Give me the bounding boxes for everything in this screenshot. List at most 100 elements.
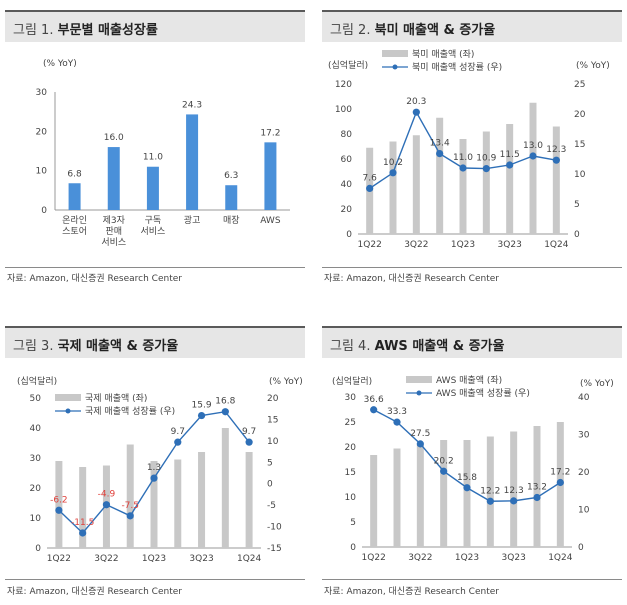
x-tick-label: 3Q23 <box>189 554 213 564</box>
right-tick-label: 30 <box>578 431 590 441</box>
right-tick-label: 20 <box>578 468 590 478</box>
chart-international: (십억달러) (% YoY) 국제 매출액 (좌)국제 매출액 성장률 (우) 0 10… <box>17 375 303 564</box>
left-tick-label: 30 <box>345 393 357 403</box>
bar <box>264 142 277 210</box>
line-data-label: 13.4 <box>430 139 450 149</box>
bar <box>245 452 253 548</box>
bar <box>389 141 397 234</box>
x-tick-label: 3Q23 <box>502 553 526 563</box>
bar <box>552 126 560 234</box>
legend-line-marker <box>392 64 398 70</box>
left-tick-label: 80 <box>341 130 353 140</box>
right-tick-label: 5 <box>574 200 580 210</box>
line-data-label: 15.8 <box>457 473 477 483</box>
line-point <box>174 438 182 446</box>
x-tick-label: 1Q22 <box>358 240 382 250</box>
line-data-label: 9.7 <box>171 427 185 437</box>
bar <box>412 135 420 234</box>
legend-bar-label: AWS 매출액 (좌) <box>436 374 502 386</box>
left-axis-unit: (십억달러) <box>332 375 372 387</box>
x-tick-label: 1Q24 <box>237 554 262 564</box>
right-tick-label: -5 <box>267 501 276 511</box>
bar <box>533 426 541 547</box>
line-point <box>506 161 514 169</box>
left-tick-label: 50 <box>30 394 42 404</box>
right-tick-label: 20 <box>574 110 586 120</box>
x-tick-label: 3Q23 <box>498 240 522 250</box>
x-tick-label: 제3자 <box>103 215 126 226</box>
x-tick-label: 1Q22 <box>47 554 71 564</box>
left-tick-label: 40 <box>341 180 353 190</box>
legend-line-label: 국제 매출액 성장률 (우) <box>85 405 175 417</box>
left-tick-label: 20 <box>345 443 357 453</box>
legend-bar-swatch <box>406 376 432 383</box>
right-tick-label: -10 <box>267 523 282 533</box>
bar <box>198 452 206 548</box>
line-point <box>552 156 560 164</box>
x-tick-label: 1Q24 <box>548 553 573 563</box>
legend-bar-swatch <box>382 50 408 57</box>
line-point <box>389 169 397 177</box>
legend-line-marker <box>65 408 71 414</box>
source-note: 자료: Amazon, 대신증권 Research Center <box>7 587 182 597</box>
line-point <box>436 150 444 158</box>
line-data-label: 10.9 <box>476 154 496 164</box>
source-note: 자료: Amazon, 대신증권 Research Center <box>324 274 499 284</box>
x-tick-label: 1Q24 <box>544 240 569 250</box>
x-tick-label: 3Q22 <box>94 554 118 564</box>
source-note: 자료: Amazon, 대신증권 Research Center <box>324 587 499 597</box>
line-data-label: -11.5 <box>71 518 94 528</box>
left-tick-label: 0 <box>350 543 356 553</box>
line-point <box>102 501 111 509</box>
right-tick-label: 20 <box>267 394 279 404</box>
left-tick-label: 60 <box>341 155 353 165</box>
data-label: 24.3 <box>182 100 202 110</box>
y-tick-label: 20 <box>36 127 48 137</box>
line-data-label: 36.6 <box>364 395 384 405</box>
line-data-label: 7.6 <box>363 173 378 183</box>
line-data-label: 1.3 <box>147 463 161 473</box>
x-tick-label: 1Q22 <box>362 553 386 563</box>
x-tick-label: 광고 <box>184 214 201 226</box>
x-tick-label: 3Q22 <box>404 240 428 250</box>
line-data-label: 16.8 <box>215 397 235 407</box>
left-tick-label: 100 <box>335 105 352 115</box>
line-point <box>463 484 471 492</box>
bar <box>482 131 490 234</box>
right-axis-unit: (% YoY) <box>580 379 614 389</box>
panel-title-bar: 그림 1. 부문별 매출성장률 <box>5 10 305 42</box>
panel-title-bar: 그림 3. 국제 매출액 & 증가율 <box>5 326 305 358</box>
left-tick-label: 40 <box>30 424 42 434</box>
line-point <box>416 440 424 448</box>
line-data-label: 9.7 <box>242 427 256 437</box>
right-tick-label: 10 <box>578 506 590 516</box>
line-point <box>533 493 541 502</box>
line-point <box>393 418 401 426</box>
bar <box>393 448 401 547</box>
line-point <box>366 184 374 192</box>
line-data-label: 12.3 <box>546 145 566 155</box>
right-tick-label: 15 <box>574 140 585 150</box>
left-tick-label: 5 <box>350 518 356 528</box>
bar <box>225 185 238 210</box>
chart-north-america: (십억달러) (% YoY) 북미 매출액 (좌)북미 매출액 성장률 (우) 0 20… <box>328 48 610 250</box>
x-tick-label: 1Q23 <box>455 553 479 563</box>
x-tick-label: 서비스 <box>101 237 126 248</box>
x-tick-label: 스토어 <box>62 226 87 237</box>
right-tick-label: 10 <box>574 170 586 180</box>
bar <box>55 461 63 548</box>
line-point <box>55 506 63 514</box>
bar <box>126 444 134 548</box>
x-tick-label: 판매 <box>105 226 122 237</box>
line-point <box>459 164 467 172</box>
right-tick-label: 0 <box>574 230 580 240</box>
bar <box>459 139 467 234</box>
line-data-label: 15.9 <box>192 401 212 411</box>
chart-aws: (십억달러) (% YoY) AWS 매출액 (좌)AWS 매출액 성장률 (우) 0… <box>332 374 614 563</box>
panel-title: 그림 4. AWS 매출액 & 증가율 <box>330 339 505 354</box>
line-data-label: 13.2 <box>527 483 547 493</box>
bar <box>440 440 448 547</box>
right-tick-label: -15 <box>267 544 282 554</box>
data-label: 6.8 <box>67 169 82 179</box>
y-tick-label: 30 <box>36 88 48 98</box>
